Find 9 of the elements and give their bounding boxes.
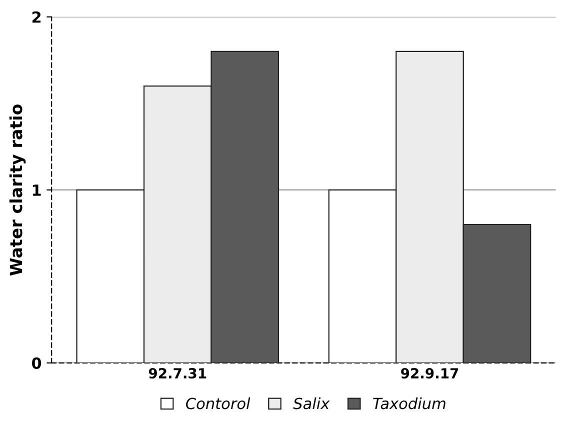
legend-label: Salix [293,397,330,410]
x-tick-label: 92.7.31 [148,368,206,379]
y-axis-title: Water clarity ratio [9,104,26,276]
y-tick-label: 1 [32,184,41,196]
y-tick-label: 2 [32,11,41,23]
legend-label: Taxodium [373,397,446,410]
x-tick-label: 92.9.17 [401,368,458,379]
legend-label: Contorol [186,397,250,410]
y-tick-label: 0 [32,357,42,369]
